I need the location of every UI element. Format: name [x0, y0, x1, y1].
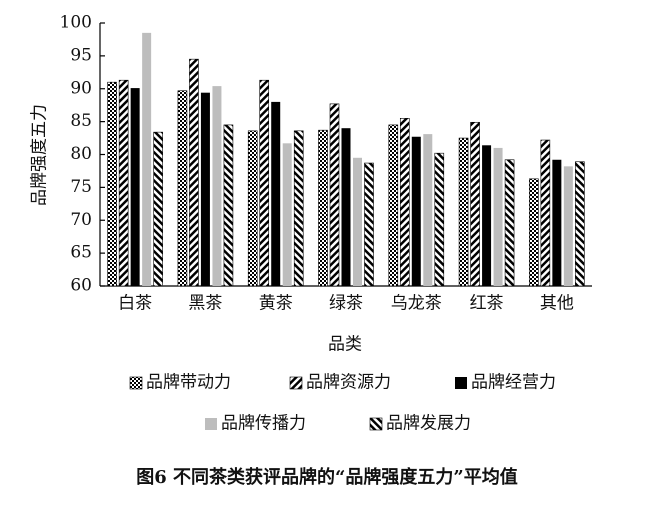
y-tick-label: 90 [70, 78, 92, 98]
y-tick-label: 65 [70, 243, 92, 263]
bar [388, 124, 399, 287]
x-axis-label: 品类 [328, 335, 362, 355]
y-axis-label: 品牌强度五力 [30, 104, 50, 206]
bar [399, 118, 410, 287]
bar [575, 161, 585, 287]
bar [318, 129, 328, 287]
x-tick-label: 黄茶 [259, 294, 293, 314]
bar [423, 134, 433, 286]
bar [293, 130, 304, 287]
bar [434, 152, 445, 287]
bar [259, 79, 270, 287]
bar [223, 124, 234, 287]
bar [107, 81, 117, 287]
legend-label: 品牌传播力 [221, 414, 306, 434]
bar [482, 145, 492, 286]
bar [529, 178, 539, 287]
bar [189, 58, 199, 287]
y-tick-label: 70 [70, 210, 92, 230]
legend-swatch [455, 377, 467, 389]
x-tick-label: 绿茶 [329, 294, 363, 314]
legend-label: 品牌资源力 [306, 373, 391, 393]
bar [130, 88, 140, 286]
legend-label: 品牌发展力 [386, 414, 471, 434]
bar [563, 166, 573, 286]
legend-swatch [369, 417, 383, 431]
x-tick-label: 乌龙茶 [391, 294, 442, 314]
legend-swatch [129, 376, 143, 390]
y-tick-label: 100 [60, 13, 92, 33]
legend-label: 品牌经营力 [471, 373, 556, 393]
bar [458, 137, 469, 287]
legend-swatch [205, 418, 217, 430]
bar [504, 159, 515, 287]
bar [364, 162, 374, 287]
bar [271, 101, 281, 287]
legend-label: 品牌带动力 [146, 373, 231, 393]
bar [212, 86, 222, 287]
bar [282, 143, 292, 286]
bar [552, 159, 562, 286]
y-tick-label: 60 [70, 276, 92, 296]
bar [247, 130, 258, 287]
bar [470, 121, 480, 287]
x-tick-label: 红茶 [470, 294, 504, 314]
x-tick-label: 白茶 [118, 294, 152, 314]
x-tick-label: 黑茶 [188, 294, 222, 314]
bar [341, 128, 351, 286]
bar [353, 157, 362, 286]
bar [200, 92, 210, 286]
bar [493, 147, 503, 286]
bar [540, 139, 551, 287]
legend-swatch [289, 376, 303, 390]
y-tick-label: 85 [70, 111, 92, 131]
y-tick-label: 80 [70, 144, 92, 164]
bar [118, 79, 129, 287]
bar [153, 131, 163, 287]
y-tick-label: 75 [70, 177, 92, 197]
caption: 图6 不同茶类获评品牌的“品牌强度五力”平均值 [136, 466, 518, 488]
bar [411, 136, 421, 286]
y-tick-label: 95 [70, 45, 92, 65]
bar [329, 103, 340, 287]
bar [142, 32, 152, 286]
x-tick-label: 其他 [540, 294, 574, 314]
bar [177, 90, 188, 287]
